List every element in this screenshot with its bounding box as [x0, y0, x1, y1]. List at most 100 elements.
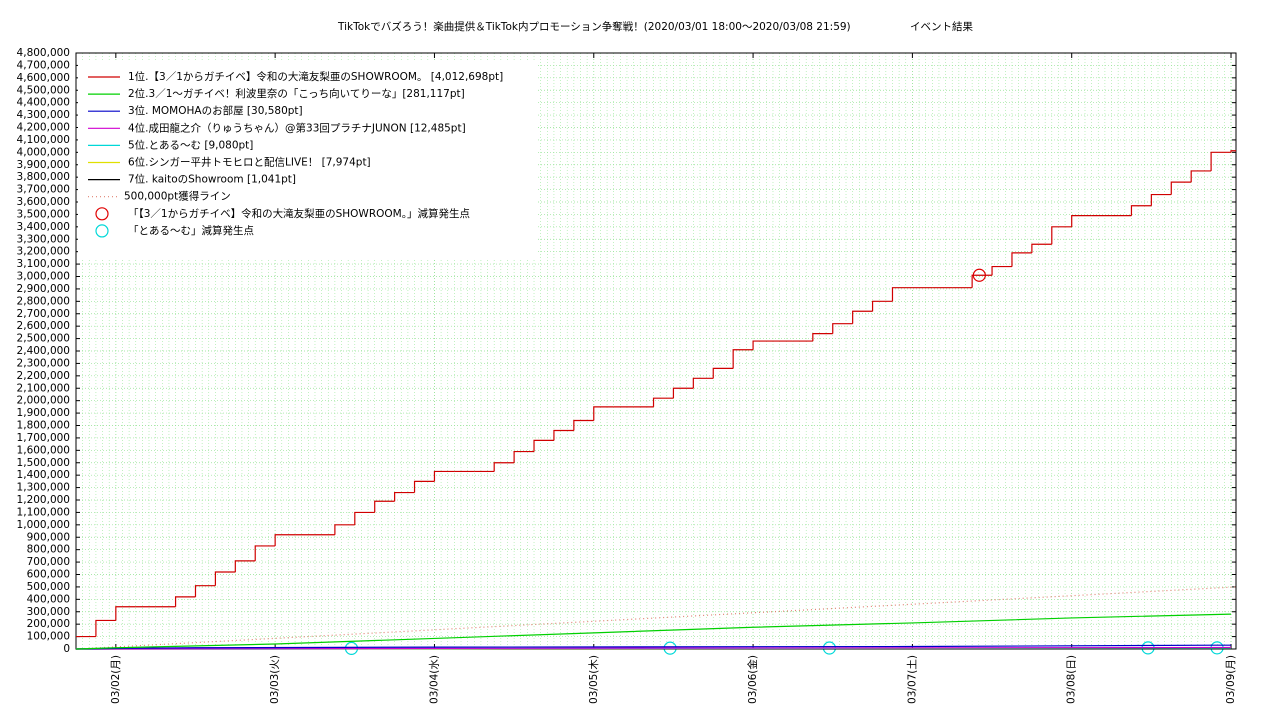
legend-label: 「【3／1からガチイベ】令和の大滝友梨亜のSHOWROOM。」減算発生点: [128, 207, 470, 220]
y-tick-label: 2,700,000: [17, 308, 70, 320]
series-step: [1170, 181, 1192, 195]
y-tick-label: 4,000,000: [17, 146, 70, 158]
legend-label: 6位.シンガー平井トモヒロと配信LIVE！ [7,974pt]: [128, 156, 371, 169]
series-step: [1011, 252, 1032, 267]
series-step: [732, 349, 754, 369]
legend-label: 7位. kaitoのShowroom [1,041pt]: [128, 173, 296, 186]
series-step: [1051, 226, 1072, 245]
series-step: [115, 606, 136, 621]
y-tick-label: 100,000: [27, 631, 70, 643]
y-tick-label: 3,700,000: [17, 184, 70, 196]
y-tick-label: 3,200,000: [17, 246, 70, 258]
y-tick-label: 4,300,000: [17, 109, 70, 121]
x-tick-label: 03/03(火): [269, 655, 281, 704]
y-tick-label: 0: [63, 643, 70, 655]
legend-label: 「とある〜む」減算発生点: [128, 224, 254, 237]
series-step: [812, 333, 833, 342]
y-tick-label: 4,200,000: [17, 122, 70, 134]
chart-subtitle: イベント結果: [910, 20, 973, 33]
x-tick-label: 03/05(木): [588, 655, 600, 704]
series-step: [1150, 193, 1172, 206]
y-tick-label: 3,400,000: [17, 221, 70, 233]
series-step: [1190, 170, 1212, 183]
series-step: [991, 265, 1012, 276]
y-tick-label: 400,000: [27, 593, 70, 605]
y-tick-label: 2,200,000: [17, 370, 70, 382]
y-tick-label: 2,600,000: [17, 320, 70, 332]
y-tick-label: 3,500,000: [17, 208, 70, 220]
y-tick-label: 3,600,000: [17, 196, 70, 208]
series-step: [1071, 215, 1092, 227]
series-step: [712, 367, 734, 379]
y-tick-label: 3,900,000: [17, 159, 70, 171]
series-step: [593, 406, 614, 421]
y-tick-label: 1,500,000: [17, 457, 70, 469]
y-tick-label: 2,000,000: [17, 395, 70, 407]
series-line: [75, 644, 1232, 650]
series-step: [652, 397, 674, 407]
legend-label: 2位.3／1～ガチイベ！利波里奈の「こっち向いてりーな」[281,117pt]: [128, 87, 465, 100]
y-tick-label: 4,500,000: [17, 84, 70, 96]
y-tick-label: 1,900,000: [17, 407, 70, 419]
y-tick-label: 1,700,000: [17, 432, 70, 444]
series-step: [513, 450, 535, 463]
y-tick-label: 3,300,000: [17, 233, 70, 245]
y-tick-label: 1,400,000: [17, 469, 70, 481]
series-line: [75, 613, 1232, 650]
y-tick-label: 2,900,000: [17, 283, 70, 295]
legend-marker: [95, 224, 109, 238]
series-step: [871, 300, 893, 312]
y-tick-label: 4,700,000: [17, 59, 70, 71]
x-tick-label: 03/07(土): [905, 655, 918, 704]
y-tick-label: 3,100,000: [17, 258, 70, 270]
y-tick-label: 4,600,000: [17, 72, 70, 84]
series-step: [1210, 151, 1232, 171]
legend-label: 1位.【3／1からガチイベ】令和の大滝友梨亜のSHOWROOM。 [4,012,…: [128, 70, 503, 83]
y-tick-label: 1,000,000: [17, 519, 70, 531]
series-step: [374, 500, 395, 513]
y-tick-label: 2,400,000: [17, 345, 70, 357]
series-step: [1031, 243, 1052, 253]
y-tick-label: 4,400,000: [17, 97, 70, 109]
series-step: [1130, 205, 1152, 216]
series-step: [891, 287, 913, 302]
y-tick-label: 1,200,000: [17, 494, 70, 506]
series-step: [254, 545, 276, 561]
series-step: [194, 585, 216, 597]
series-step: [752, 340, 773, 350]
legend-box: [78, 62, 536, 260]
series-step: [852, 310, 873, 324]
series-step: [1230, 150, 1236, 153]
y-tick-label: 300,000: [27, 606, 70, 618]
y-tick-label: 1,800,000: [17, 420, 70, 432]
series-step: [413, 480, 435, 493]
series-step: [234, 560, 256, 573]
y-tick-label: 3,800,000: [17, 171, 70, 183]
y-tick-label: 1,600,000: [17, 444, 70, 456]
series-step: [334, 524, 355, 535]
chart-title: TikTokでバズろう！楽曲提供＆TikTok内プロモーション争奪戦！(2020…: [337, 20, 851, 33]
series-step: [95, 619, 116, 637]
series-step: [672, 387, 694, 399]
y-tick-label: 2,500,000: [17, 333, 70, 345]
legend-label: 3位. MOMOHAのお部屋 [30,580pt]: [128, 104, 303, 117]
y-tick-label: 1,300,000: [17, 482, 70, 494]
series-step: [553, 429, 574, 441]
y-tick-label: 700,000: [27, 556, 70, 568]
series-step: [174, 596, 196, 607]
series-step: [832, 323, 853, 334]
x-tick-label: 03/08(日): [1066, 655, 1078, 704]
series-line: [75, 646, 1232, 650]
series-step: [274, 534, 296, 546]
series-step: [692, 377, 714, 389]
series-step: [573, 419, 594, 431]
y-tick-label: 1,100,000: [17, 506, 70, 518]
y-tick-label: 600,000: [27, 569, 70, 581]
x-tick-label: 03/09(月): [1225, 655, 1237, 704]
y-tick-label: 900,000: [27, 531, 70, 543]
series-step: [493, 462, 515, 472]
series-line: [75, 586, 1237, 650]
series-step: [214, 571, 236, 586]
series-step: [433, 470, 455, 482]
